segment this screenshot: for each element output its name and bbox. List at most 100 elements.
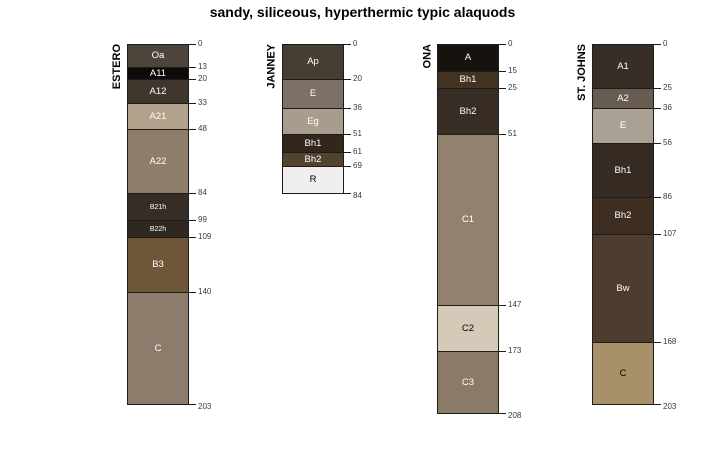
depth-tick — [189, 220, 196, 221]
horizon-label: Eg — [307, 115, 319, 127]
depth-tick — [344, 193, 351, 194]
depth-tick — [654, 44, 661, 45]
depth-tick-label: 0 — [663, 39, 668, 48]
horizon-label: Bh1 — [459, 74, 477, 86]
horizon-c1: C1 — [437, 134, 499, 306]
depth-tick — [499, 413, 506, 414]
horizon-label: E — [619, 120, 627, 132]
depth-tick — [189, 79, 196, 80]
horizon-bw: Bw — [592, 234, 654, 343]
horizon-b3: B3 — [127, 237, 189, 293]
depth-tick — [189, 404, 196, 405]
horizon-c: C — [592, 342, 654, 405]
horizon-label: Oa — [151, 50, 165, 62]
depth-tick-label: 13 — [198, 62, 207, 71]
horizon-label: C — [154, 342, 162, 354]
soil-profile-column: ESTERO Oa A11 A12 A21 A22 B21h B22h B3 C 0 13 20 33 48… — [111, 40, 211, 411]
horizon-label: Bw — [616, 282, 630, 294]
horizon-label: Bh2 — [459, 105, 477, 117]
horizon-b21h: B21h — [127, 193, 189, 221]
horizon-label: Bh1 — [614, 164, 632, 176]
profile-id-label: ONA — [421, 44, 433, 69]
horizon-a12: A12 — [127, 79, 189, 104]
horizon-label: Bh2 — [304, 153, 322, 165]
soil-profile-column: ONA A Bh1 Bh2 C1 C2 C3 0 15 25 51 147 173 208 — [421, 40, 521, 420]
depth-tick-label: 203 — [663, 402, 677, 411]
depth-tick — [499, 44, 506, 45]
horizon-bh2: Bh2 — [592, 197, 654, 235]
depth-tick — [499, 88, 506, 89]
horizon-a1: A1 — [592, 44, 654, 89]
depth-tick-label: 84 — [198, 188, 207, 197]
horizon-r: R — [282, 166, 344, 194]
profile-id-label: JANNEY — [266, 44, 278, 89]
horizon-label: C — [619, 367, 627, 379]
horizon-bh2: Bh2 — [282, 152, 344, 167]
depth-tick-label: 20 — [198, 74, 207, 83]
depth-tick-label: 203 — [198, 402, 212, 411]
depth-tick-label: 61 — [353, 147, 362, 156]
depth-tick — [344, 134, 351, 135]
horizon-label: A12 — [149, 85, 167, 97]
depth-tick — [189, 44, 196, 45]
depth-tick-label: 147 — [508, 300, 522, 309]
profile-id-label: ST. JOHNS — [576, 44, 588, 101]
horizon-bh1: Bh1 — [437, 71, 499, 89]
horizon-c3: C3 — [437, 351, 499, 414]
depth-tick-label: 109 — [198, 232, 212, 241]
horizon-label: A2 — [617, 92, 629, 104]
depth-tick-label: 168 — [663, 337, 677, 346]
depth-tick — [189, 129, 196, 130]
horizon-label: B21h — [149, 203, 167, 211]
horizon-label: A22 — [149, 155, 167, 167]
depth-tick — [189, 193, 196, 194]
horizon-label: Ap — [307, 56, 319, 68]
horizon-label: C3 — [461, 376, 475, 388]
horizon-bh1: Bh1 — [282, 134, 344, 153]
horizon-bh1: Bh1 — [592, 143, 654, 198]
depth-tick-label: 36 — [353, 103, 362, 112]
depth-tick-label: 56 — [663, 138, 672, 147]
horizon-a21: A21 — [127, 103, 189, 130]
depth-tick — [654, 342, 661, 343]
horizon-e: E — [282, 79, 344, 109]
horizon-a: A — [437, 44, 499, 72]
depth-tick-label: 33 — [198, 98, 207, 107]
depth-tick — [499, 134, 506, 135]
depth-tick-label: 208 — [508, 411, 522, 420]
depth-tick — [344, 79, 351, 80]
horizon-a22: A22 — [127, 129, 189, 194]
horizon-eg: Eg — [282, 108, 344, 135]
horizon-label: B22h — [149, 225, 167, 233]
horizon-label: Bh1 — [304, 137, 322, 149]
depth-tick-label: 48 — [198, 124, 207, 133]
horizon-label: E — [309, 88, 317, 100]
depth-tick — [189, 67, 196, 68]
depth-tick — [654, 108, 661, 109]
horizon-bh2: Bh2 — [437, 88, 499, 135]
depth-tick-label: 25 — [508, 83, 517, 92]
depth-tick — [344, 44, 351, 45]
depth-tick-label: 173 — [508, 346, 522, 355]
horizon-label: A11 — [149, 67, 167, 79]
horizon-ap: Ap — [282, 44, 344, 80]
depth-tick-label: 86 — [663, 192, 672, 201]
profile-id-label: ESTERO — [111, 44, 123, 90]
horizon-label: A21 — [149, 110, 167, 122]
depth-tick-label: 0 — [198, 39, 203, 48]
depth-tick-label: 69 — [353, 161, 362, 170]
soil-profile-column: ST. JOHNS A1 A2 E Bh1 Bh2 Bw C 0 25 36 56 86 107 168 20… — [576, 40, 676, 411]
horizon-label: C1 — [461, 214, 475, 226]
depth-tick — [654, 234, 661, 235]
depth-tick — [499, 305, 506, 306]
depth-tick-label: 51 — [508, 129, 517, 138]
horizon-label: A1 — [617, 60, 629, 72]
horizon-e: E — [592, 108, 654, 144]
plot-title: sandy, siliceous, hyperthermic typic ala… — [209, 4, 516, 20]
depth-tick — [189, 292, 196, 293]
depth-tick — [654, 143, 661, 144]
soil-profile-column: JANNEY Ap E Eg Bh1 Bh2 R 0 20 36 51 61 69 84 — [266, 40, 362, 200]
depth-tick-label: 20 — [353, 74, 362, 83]
horizon-a2: A2 — [592, 88, 654, 109]
